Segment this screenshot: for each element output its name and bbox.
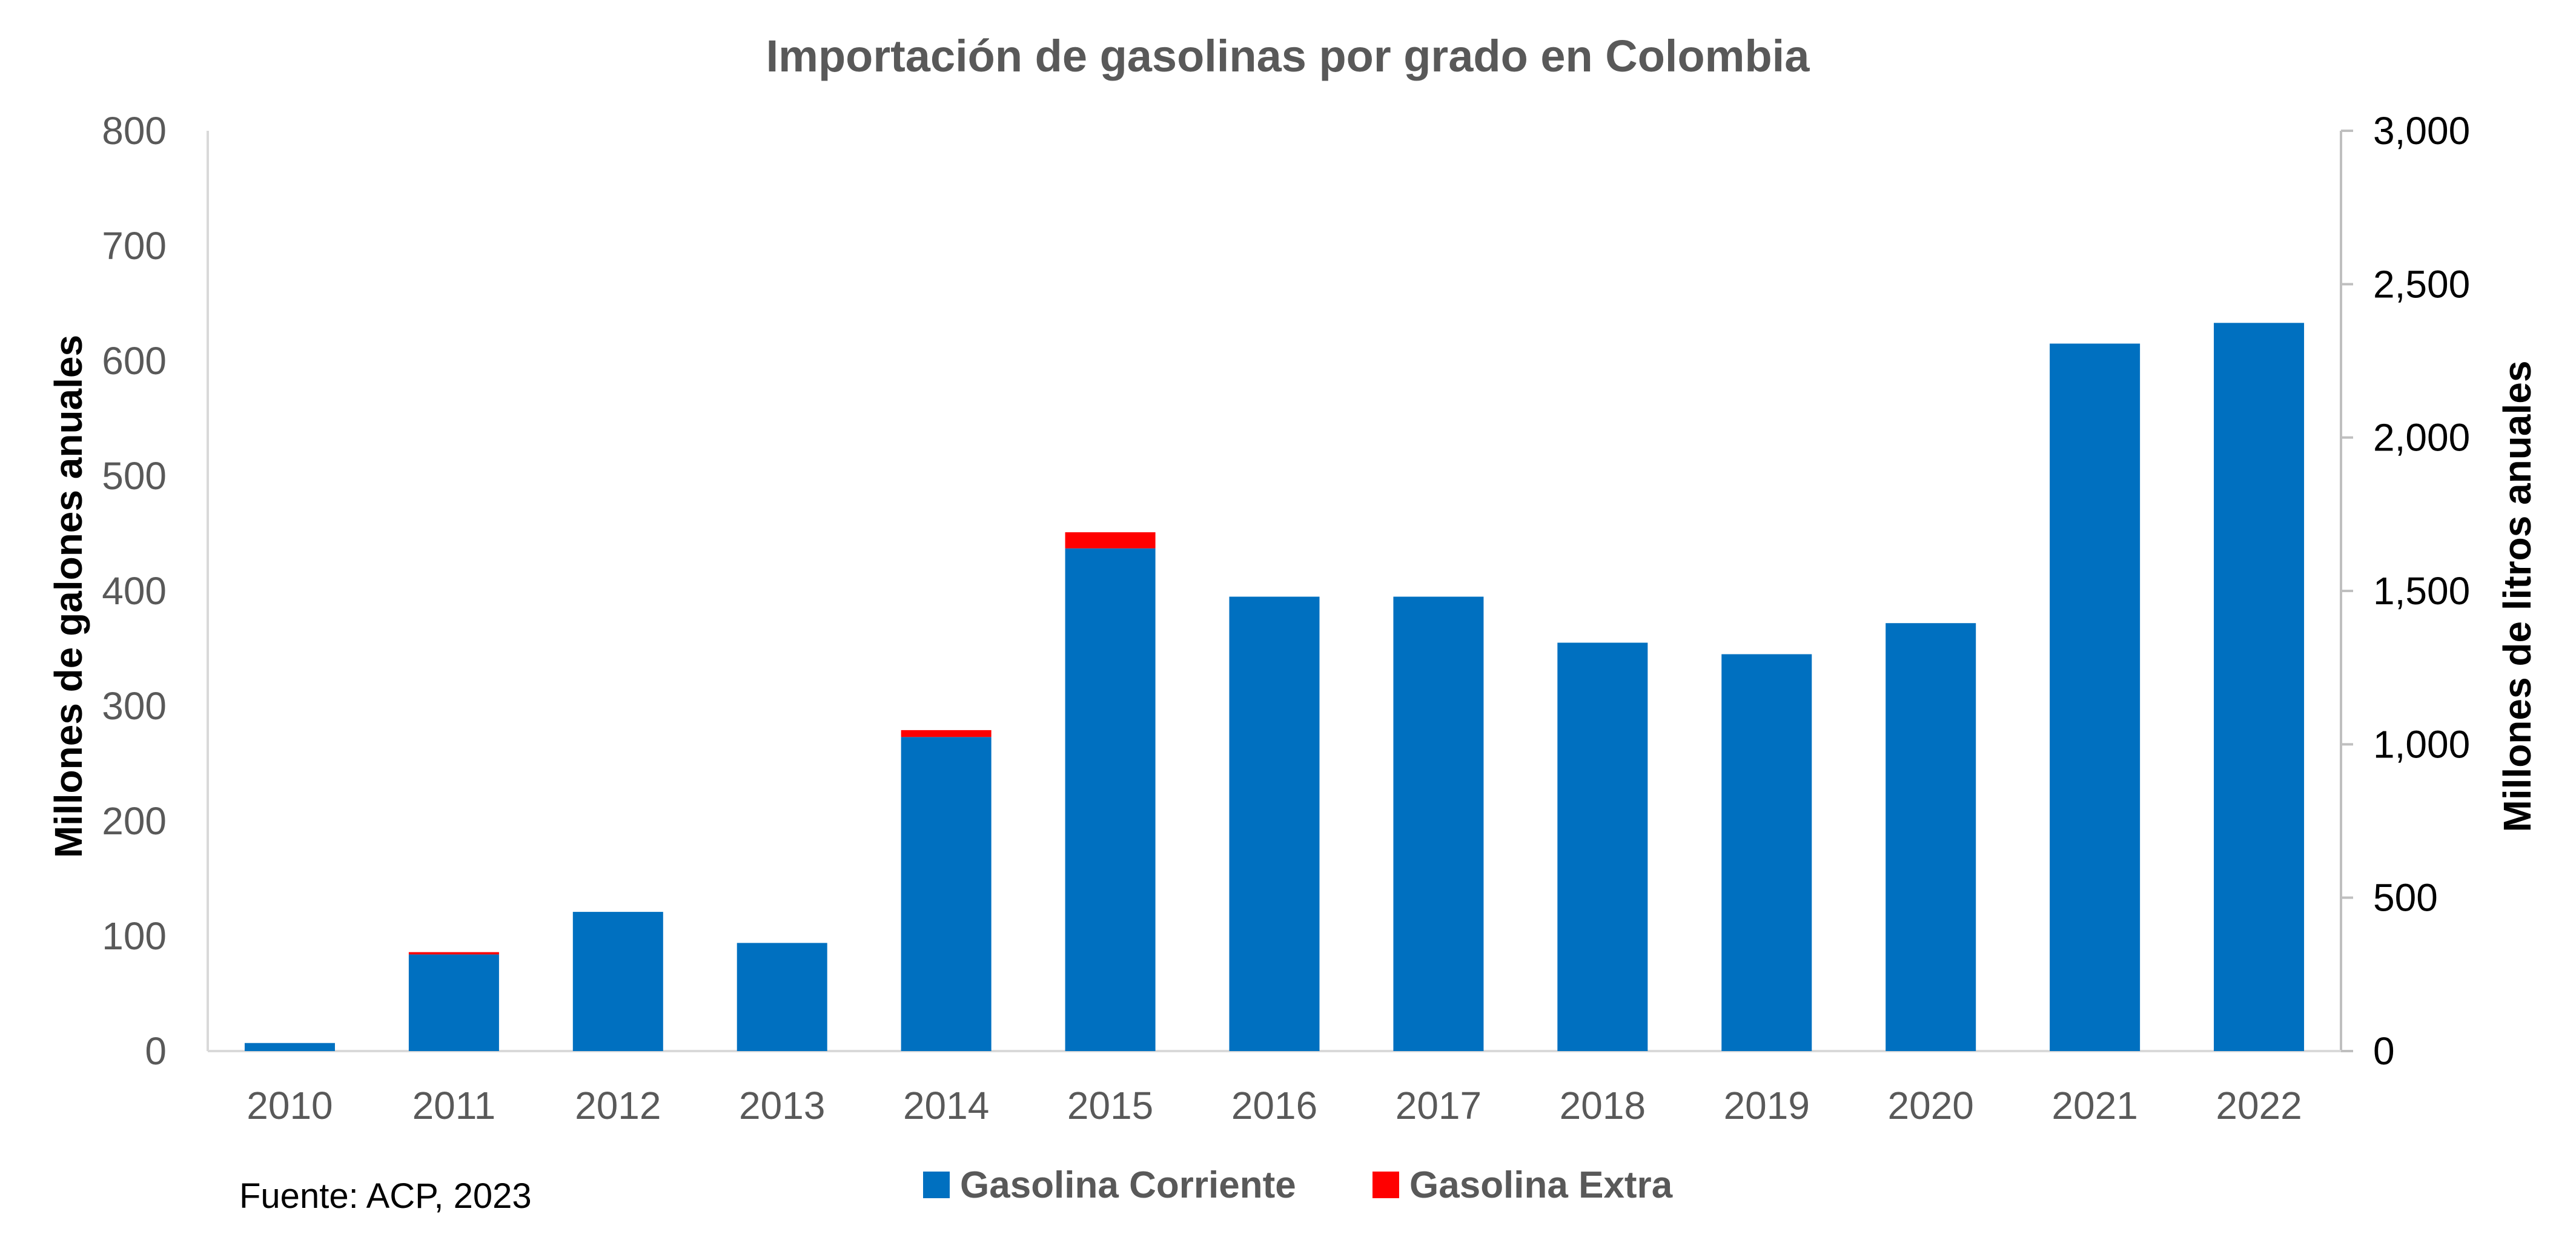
bar-gasolina-extra-2014: [901, 730, 992, 737]
bar-gasolina-corriente-2020: [1886, 623, 1976, 1051]
bar-gasolina-corriente-2016: [1229, 596, 1320, 1051]
x-tick-label: 2012: [575, 1084, 661, 1127]
x-tick-label: 2013: [739, 1084, 825, 1127]
bars: [244, 323, 2305, 1051]
bar-gasolina-corriente-2010: [244, 1043, 335, 1051]
y-tick-label: 600: [102, 339, 167, 383]
y2-tick-label: 0: [2373, 1029, 2395, 1073]
bar-gasolina-corriente-2015: [1065, 548, 1156, 1051]
chart-title: Importación de gasolinas por grado en Co…: [766, 31, 1810, 81]
y-tick-label: 200: [102, 799, 167, 843]
bar-gasolina-corriente-2022: [2214, 323, 2305, 1051]
bar-gasolina-corriente-2011: [408, 954, 499, 1051]
legend-swatch-gasolina-corriente: [923, 1172, 950, 1198]
y2-axis-ticks: 0 500 1,000 1,500 2,000 2,500 3,000: [2341, 109, 2470, 1073]
y-tick-label: 800: [102, 109, 167, 153]
y2-tick-label: 3,000: [2373, 109, 2470, 153]
legend-swatch-gasolina-extra: [1372, 1172, 1399, 1198]
bar-gasolina-corriente-2014: [901, 737, 992, 1051]
y-axis-title: Millones de galones anuales: [47, 335, 90, 858]
y2-tick-label: 500: [2373, 876, 2438, 920]
y2-tick-label: 2,500: [2373, 262, 2470, 306]
x-tick-label: 2022: [2216, 1084, 2302, 1127]
bar-gasolina-corriente-2017: [1393, 596, 1484, 1051]
x-tick-label: 2020: [1888, 1084, 1974, 1127]
x-tick-label: 2015: [1067, 1084, 1153, 1127]
y-tick-label: 400: [102, 569, 167, 613]
y-tick-label: 100: [102, 914, 167, 958]
x-tick-label: 2014: [903, 1084, 989, 1127]
legend-label-gasolina-corriente: Gasolina Corriente: [960, 1164, 1296, 1206]
bar-gasolina-extra-2015: [1065, 532, 1156, 549]
y2-tick-label: 1,500: [2373, 569, 2470, 613]
legend-label-gasolina-extra: Gasolina Extra: [1409, 1164, 1673, 1206]
bar-gasolina-corriente-2021: [2050, 343, 2141, 1051]
y-tick-label: 700: [102, 224, 167, 268]
source-note: Fuente: ACP, 2023: [239, 1176, 532, 1216]
x-axis-ticks: 2010 2011 2012 2013 2014 2015 2016 2017 2018 2019…: [247, 1084, 2302, 1127]
x-tick-label: 2021: [2051, 1084, 2137, 1127]
bar-gasolina-corriente-2012: [572, 912, 663, 1051]
legend: Gasolina Corriente Gasolina Extra: [923, 1164, 1673, 1206]
bar-gasolina-corriente-2019: [1721, 654, 1812, 1051]
y-tick-label: 500: [102, 454, 167, 498]
x-tick-label: 2016: [1231, 1084, 1317, 1127]
y-tick-label: 0: [145, 1029, 167, 1073]
x-tick-label: 2017: [1396, 1084, 1482, 1127]
y-tick-label: 300: [102, 684, 167, 728]
y2-tick-label: 2,000: [2373, 416, 2470, 460]
x-tick-label: 2019: [1724, 1084, 1810, 1127]
x-tick-label: 2018: [1560, 1084, 1646, 1127]
y-axis-ticks: 0 100 200 300 400 500 600 700 800: [102, 109, 167, 1073]
bar-gasolina-extra-2011: [408, 952, 499, 955]
x-tick-label: 2010: [247, 1084, 333, 1127]
bar-gasolina-corriente-2018: [1557, 642, 1648, 1051]
y2-axis-title: Millones de litros anuales: [2495, 361, 2539, 833]
x-tick-label: 2011: [412, 1084, 496, 1127]
y2-tick-label: 1,000: [2373, 722, 2470, 766]
bar-gasolina-corriente-2013: [737, 943, 827, 1051]
